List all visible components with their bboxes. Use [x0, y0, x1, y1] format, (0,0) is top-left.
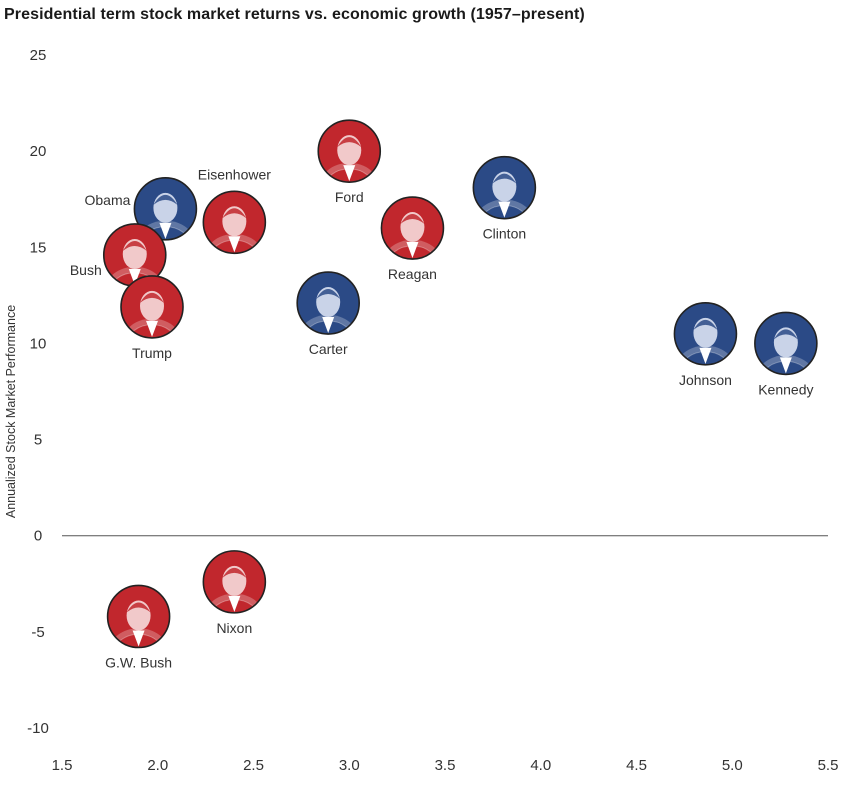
x-tick-label: 5.5	[818, 757, 839, 774]
portrait-icon	[474, 171, 534, 219]
portrait-border	[120, 275, 184, 339]
point-johnson: Johnson	[673, 302, 738, 388]
portrait-border	[106, 584, 171, 649]
point-label: Clinton	[483, 226, 527, 242]
point-ford: Ford	[317, 119, 382, 205]
point-label: Reagan	[388, 266, 437, 282]
x-tick-label: 5.0	[722, 757, 743, 774]
x-tick-label: 2.5	[243, 757, 264, 774]
portrait-border	[133, 177, 198, 241]
x-tick-label: 4.0	[530, 757, 551, 774]
x-tick-label: 2.0	[147, 757, 168, 774]
portrait-icon	[122, 290, 182, 338]
portrait-border	[380, 196, 445, 260]
point-eisenhower: Eisenhower	[198, 166, 271, 255]
point-trump: Trump	[120, 275, 184, 361]
y-tick-label: -5	[31, 624, 44, 641]
portrait-icon	[109, 600, 169, 648]
portrait-icon	[675, 317, 735, 365]
y-tick-label: -10	[27, 720, 49, 737]
portrait-icon	[382, 212, 442, 260]
y-axis-title: Annualized Stock Market Performance	[4, 305, 18, 518]
point-clinton: Clinton	[472, 155, 537, 242]
point-label: G.W. Bush	[105, 654, 172, 670]
point-label: Eisenhower	[198, 166, 271, 182]
point-kennedy: Kennedy	[754, 311, 818, 397]
point-reagan: Reagan	[380, 196, 445, 282]
point-label: Ford	[335, 189, 364, 205]
portrait-border	[317, 119, 382, 183]
y-tick-label: 15	[30, 239, 47, 256]
y-tick-label: 20	[30, 143, 47, 160]
portrait-border	[202, 190, 267, 255]
point-label: Johnson	[679, 372, 732, 388]
point-carter: Carter	[296, 271, 360, 357]
point-label: Carter	[309, 341, 348, 357]
portrait-border	[296, 271, 360, 335]
portrait-border	[472, 155, 537, 220]
portrait-icon	[756, 327, 816, 375]
x-tick-label: 1.5	[52, 757, 73, 774]
portrait-icon	[319, 135, 379, 183]
point-nixon: Nixon	[202, 550, 267, 636]
y-tick-label: 5	[34, 432, 42, 449]
point-label: Obama	[84, 192, 130, 208]
x-tick-label: 3.0	[339, 757, 360, 774]
point-g-w-bush: G.W. Bush	[105, 584, 172, 670]
x-tick-label: 4.5	[626, 757, 647, 774]
point-label: Trump	[132, 345, 172, 361]
point-label: Bush	[70, 262, 102, 278]
y-tick-label: 0	[34, 528, 42, 545]
portrait-icon	[204, 206, 264, 254]
portrait-icon	[204, 565, 264, 613]
portrait-border	[673, 302, 738, 366]
portrait-border	[754, 311, 818, 376]
chart-title: Presidential term stock market returns v…	[4, 6, 585, 23]
portrait-icon	[298, 287, 358, 335]
y-tick-label: 25	[30, 47, 47, 64]
point-label: Nixon	[216, 620, 252, 636]
point-label: Kennedy	[758, 381, 813, 397]
x-tick-label: 3.5	[435, 757, 456, 774]
y-tick-label: 10	[30, 335, 47, 352]
portrait-border	[202, 550, 267, 614]
